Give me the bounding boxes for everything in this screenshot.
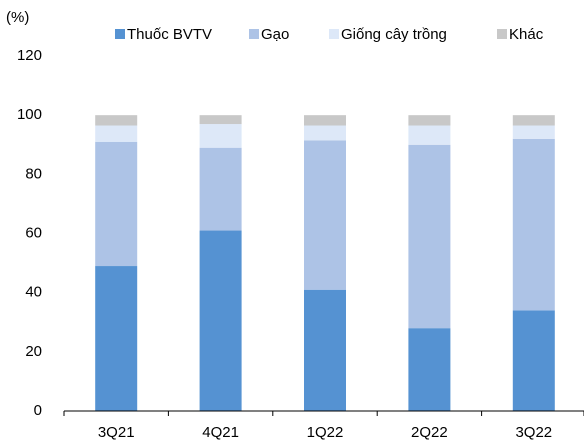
legend-label: Thuốc BVTV <box>127 26 212 43</box>
legend-swatch <box>329 29 339 39</box>
y-tick-label: 60 <box>25 224 42 241</box>
bar-segment <box>304 289 346 411</box>
y-tick-label: 20 <box>25 343 42 360</box>
bar-segment <box>95 266 138 411</box>
bar-segment <box>304 125 346 141</box>
bar-segment <box>95 141 138 267</box>
y-axis-label: (%) <box>6 9 29 26</box>
bar-segment <box>95 115 138 126</box>
bar-segment <box>512 115 555 126</box>
bar-segment <box>512 125 555 139</box>
x-tick-label: 3Q21 <box>98 424 135 441</box>
y-tick-label: 0 <box>34 402 42 419</box>
bar-segment <box>304 140 346 290</box>
bar-segment <box>512 310 555 411</box>
bar-segment <box>408 144 451 329</box>
bar-segment <box>408 125 451 145</box>
legend-swatch <box>497 29 507 39</box>
legend-label: Khác <box>509 26 544 43</box>
bar-segment <box>199 230 242 411</box>
bar-segment <box>304 115 346 126</box>
x-tick-label: 2Q22 <box>411 424 448 441</box>
bar-segment <box>408 115 451 126</box>
bar-segment <box>199 147 242 231</box>
bar-segment <box>408 328 451 411</box>
y-tick-label: 100 <box>17 106 42 123</box>
x-tick-label: 4Q21 <box>202 424 239 441</box>
bar-segment <box>199 124 242 148</box>
y-tick-label: 40 <box>25 284 42 301</box>
x-tick-label: 3Q22 <box>515 424 552 441</box>
bar-segment <box>512 138 555 311</box>
x-tick-label: 1Q22 <box>307 424 344 441</box>
legend-swatch <box>249 29 259 39</box>
bar-segment <box>95 125 138 142</box>
y-tick-label: 80 <box>25 165 42 182</box>
legend-swatch <box>115 29 125 39</box>
legend-label: Giống cây trồng <box>341 26 447 43</box>
legend-label: Gạo <box>261 26 289 43</box>
y-tick-label: 120 <box>17 47 42 64</box>
bar-segment <box>199 115 242 125</box>
